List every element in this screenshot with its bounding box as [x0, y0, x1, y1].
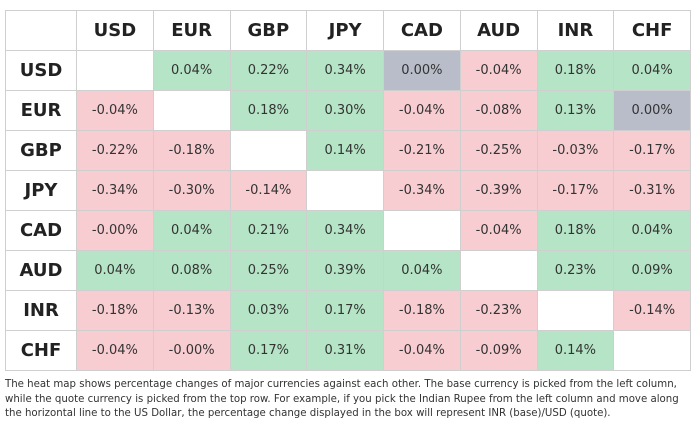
- column-header: INR: [536, 10, 615, 51]
- change-cell: 0.21%: [229, 210, 308, 251]
- change-cell: -0.25%: [459, 130, 538, 171]
- change-cell: -0.00%: [152, 330, 231, 371]
- change-cell: -0.18%: [152, 130, 231, 171]
- column-header: GBP: [229, 10, 308, 51]
- table-row: AUD 0.04% 0.08% 0.25% 0.39% 0.04% 0.23% 0.09%: [5, 250, 691, 291]
- empty-cell: [459, 250, 538, 291]
- change-cell: -0.21%: [383, 130, 461, 171]
- table-row: CAD -0.00% 0.04% 0.21% 0.34% -0.04% 0.18% 0.04%: [5, 210, 691, 251]
- column-header: JPY: [306, 10, 384, 51]
- row-header: INR: [5, 290, 77, 331]
- change-cell: 0.23%: [536, 250, 615, 291]
- column-header: CHF: [613, 10, 691, 51]
- change-cell: -0.30%: [152, 170, 231, 211]
- change-cell: 0.34%: [306, 210, 384, 251]
- table-row: INR -0.18% -0.13% 0.03% 0.17% -0.18% -0.23% -0.…: [5, 290, 691, 331]
- column-header: CAD: [383, 10, 461, 51]
- change-cell: 0.04%: [152, 210, 231, 251]
- change-cell: 0.03%: [229, 290, 308, 331]
- row-header: CAD: [5, 210, 77, 251]
- change-cell: -0.13%: [152, 290, 231, 331]
- table-row: CHF -0.04% -0.00% 0.17% 0.31% -0.04% -0.09% 0.1…: [5, 330, 691, 371]
- change-cell: 0.14%: [306, 130, 384, 171]
- row-header: USD: [5, 50, 77, 91]
- change-cell: -0.14%: [613, 290, 691, 331]
- change-cell: -0.17%: [536, 170, 615, 211]
- header-row: USD EUR GBP JPY CAD AUD INR CHF: [5, 10, 691, 51]
- corner-cell: [5, 10, 77, 51]
- change-cell: -0.04%: [76, 330, 154, 371]
- change-cell: -0.17%: [613, 130, 691, 171]
- change-cell: -0.04%: [383, 330, 461, 371]
- row-header: JPY: [5, 170, 77, 211]
- change-cell: 0.25%: [229, 250, 308, 291]
- table-row: JPY -0.34% -0.30% -0.14% -0.34% -0.39% -0.17% -…: [5, 170, 691, 211]
- column-header: AUD: [459, 10, 538, 51]
- row-header: CHF: [5, 330, 77, 371]
- empty-cell: [613, 330, 691, 371]
- empty-cell: [152, 90, 231, 131]
- empty-cell: [229, 130, 308, 171]
- change-cell: 0.30%: [306, 90, 384, 131]
- row-header: GBP: [5, 130, 77, 171]
- table-row: EUR -0.04% 0.18% 0.30% -0.04% -0.08% 0.13% 0.00…: [5, 90, 691, 131]
- change-cell: -0.18%: [76, 290, 154, 331]
- change-cell: -0.04%: [76, 90, 154, 131]
- empty-cell: [536, 290, 615, 331]
- change-cell: 0.04%: [613, 210, 691, 251]
- column-header: EUR: [152, 10, 231, 51]
- empty-cell: [306, 170, 384, 211]
- change-cell: 0.18%: [229, 90, 308, 131]
- change-cell: -0.34%: [76, 170, 154, 211]
- change-cell: -0.18%: [383, 290, 461, 331]
- change-cell: -0.09%: [459, 330, 538, 371]
- change-cell: 0.00%: [613, 90, 691, 131]
- change-cell: -0.23%: [459, 290, 538, 331]
- change-cell: -0.34%: [383, 170, 461, 211]
- change-cell: -0.08%: [459, 90, 538, 131]
- change-cell: 0.00%: [383, 50, 461, 91]
- caption: The heat map shows percentage changes of…: [5, 379, 679, 419]
- change-cell: 0.17%: [306, 290, 384, 331]
- heatmap-table: USD EUR GBP JPY CAD AUD INR CHF USD 0.04% 0.22% 0.3…: [5, 10, 691, 371]
- change-cell: 0.18%: [536, 210, 615, 251]
- change-cell: 0.04%: [76, 250, 154, 291]
- table-row: GBP -0.22% -0.18% 0.14% -0.21% -0.25% -0.03% -0…: [5, 130, 691, 171]
- change-cell: 0.31%: [306, 330, 384, 371]
- change-cell: 0.04%: [152, 50, 231, 91]
- change-cell: -0.04%: [459, 210, 538, 251]
- change-cell: 0.17%: [229, 330, 308, 371]
- change-cell: -0.39%: [459, 170, 538, 211]
- column-header: USD: [76, 10, 154, 51]
- change-cell: 0.04%: [383, 250, 461, 291]
- table-row: USD 0.04% 0.22% 0.34% 0.00% -0.04% 0.18% 0.04%: [5, 50, 691, 91]
- row-header: EUR: [5, 90, 77, 131]
- change-cell: 0.22%: [229, 50, 308, 91]
- empty-cell: [76, 50, 154, 91]
- change-cell: 0.14%: [536, 330, 615, 371]
- change-cell: 0.04%: [613, 50, 691, 91]
- change-cell: -0.22%: [76, 130, 154, 171]
- change-cell: -0.03%: [536, 130, 615, 171]
- change-cell: 0.18%: [536, 50, 615, 91]
- change-cell: 0.08%: [152, 250, 231, 291]
- change-cell: 0.09%: [613, 250, 691, 291]
- change-cell: 0.13%: [536, 90, 615, 131]
- empty-cell: [383, 210, 461, 251]
- change-cell: -0.31%: [613, 170, 691, 211]
- change-cell: -0.04%: [459, 50, 538, 91]
- change-cell: -0.14%: [229, 170, 308, 211]
- change-cell: -0.00%: [76, 210, 154, 251]
- row-header: AUD: [5, 250, 77, 291]
- change-cell: 0.39%: [306, 250, 384, 291]
- change-cell: -0.04%: [383, 90, 461, 131]
- change-cell: 0.34%: [306, 50, 384, 91]
